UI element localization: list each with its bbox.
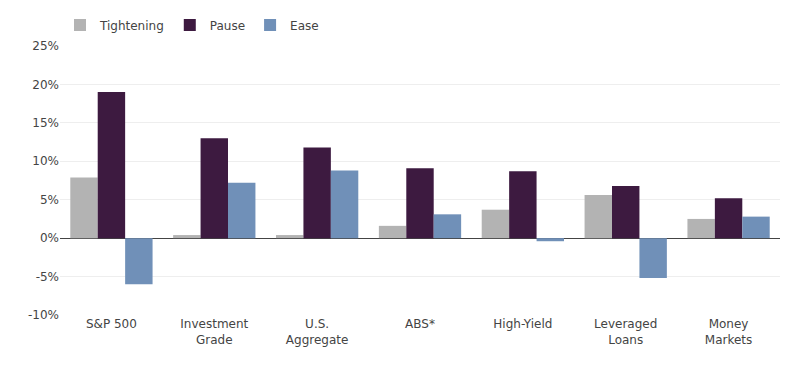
- svg-text:10%: 10%: [32, 154, 59, 168]
- svg-text:S&P 500: S&P 500: [86, 317, 137, 331]
- svg-text:Pause: Pause: [210, 19, 245, 33]
- svg-text:InvestmentGrade: InvestmentGrade: [180, 317, 248, 347]
- svg-text:-5%: -5%: [36, 270, 59, 284]
- svg-text:Tightening: Tightening: [99, 19, 164, 33]
- svg-text:High-Yield: High-Yield: [493, 317, 552, 331]
- svg-text:5%: 5%: [40, 193, 59, 207]
- svg-text:0%: 0%: [40, 231, 59, 245]
- svg-text:U.S.Aggregate: U.S.Aggregate: [286, 317, 349, 347]
- svg-text:ABS*: ABS*: [405, 317, 435, 331]
- svg-text:15%: 15%: [32, 116, 59, 130]
- svg-text:-10%: -10%: [28, 308, 59, 322]
- svg-text:Ease: Ease: [290, 19, 319, 33]
- svg-text:20%: 20%: [32, 78, 59, 92]
- svg-text:LeveragedLoans: LeveragedLoans: [594, 317, 657, 347]
- svg-text:25%: 25%: [32, 39, 59, 53]
- svg-text:MoneyMarkets: MoneyMarkets: [705, 317, 753, 347]
